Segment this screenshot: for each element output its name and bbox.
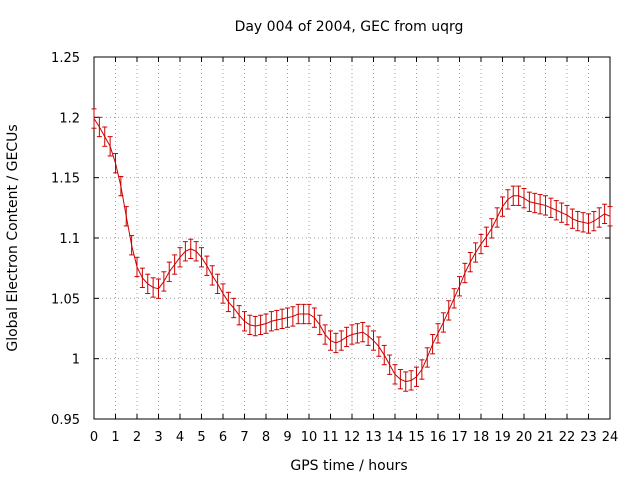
x-axis-label: GPS time / hours xyxy=(290,458,407,474)
chart-title: Day 004 of 2004, GEC from uqrg xyxy=(235,19,464,35)
error-bar-point xyxy=(91,108,97,129)
x-tick-label: 17 xyxy=(451,430,468,445)
series-line xyxy=(93,118,611,383)
x-tick-label: 18 xyxy=(473,430,490,445)
x-tick-label: 8 xyxy=(262,430,270,445)
y-axis-label: Global Electron Content / GECUs xyxy=(5,124,21,351)
grid-lines xyxy=(94,57,610,419)
x-tick-label: 21 xyxy=(537,430,554,445)
x-tick-label: 16 xyxy=(430,430,447,445)
x-tick-label: 20 xyxy=(516,430,533,445)
y-tick-label: 1.25 xyxy=(51,51,80,66)
x-tick-label: 15 xyxy=(408,430,425,445)
y-tick-label: 1.1 xyxy=(59,232,80,247)
x-tick-label: 3 xyxy=(154,430,162,445)
x-tick-label: 23 xyxy=(580,430,597,445)
x-tick-label: 7 xyxy=(240,430,248,445)
x-tick-label: 22 xyxy=(559,430,576,445)
x-tick-label: 4 xyxy=(176,430,184,445)
x-tick-label: 5 xyxy=(197,430,205,445)
axis-ticks xyxy=(93,56,611,420)
y-tick-label: 1.05 xyxy=(51,292,80,307)
x-tick-label: 1 xyxy=(111,430,119,445)
y-tick-label: 1.15 xyxy=(51,172,80,187)
y-tick-label: 1 xyxy=(72,353,80,368)
x-tick-label: 12 xyxy=(344,430,361,445)
gec-series xyxy=(91,108,613,392)
x-tick-label: 10 xyxy=(301,430,318,445)
x-tick-label: 14 xyxy=(387,430,404,445)
x-tick-label: 9 xyxy=(283,430,291,445)
x-tick-label: 24 xyxy=(602,430,619,445)
x-tick-label: 0 xyxy=(90,430,98,445)
x-tick-label: 6 xyxy=(219,430,227,445)
x-tick-label: 19 xyxy=(494,430,511,445)
y-tick-label: 1.2 xyxy=(59,111,80,126)
y-tick-labels: 0.95 1 1.05 1.1 1.15 1.2 1.25 xyxy=(51,51,80,428)
x-tick-label: 13 xyxy=(365,430,382,445)
x-tick-label: 2 xyxy=(133,430,141,445)
y-tick-label: 0.95 xyxy=(51,413,80,428)
x-tick-labels: 0 1 2 3 4 5 6 7 8 9 10 11 12 13 14 15 16 17 18 19 20 21 22 23 24 xyxy=(90,430,618,445)
x-tick-label: 11 xyxy=(322,430,339,445)
